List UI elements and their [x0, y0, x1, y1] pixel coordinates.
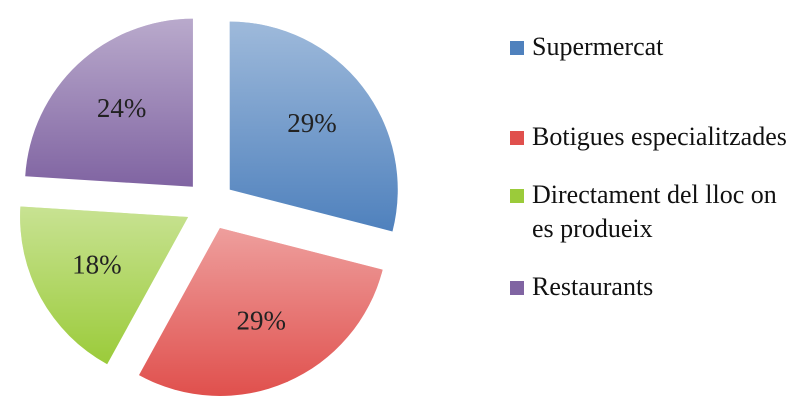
legend-label: Supermercat — [532, 32, 664, 61]
slice-shine — [20, 206, 189, 365]
legend-swatch — [510, 41, 524, 55]
legend-label: Directament del lloc on es produeix — [532, 180, 777, 243]
legend-label: Restaurants — [532, 272, 654, 301]
legend: Supermercat Botigues especialitzades Direc… — [510, 30, 790, 304]
legend-entry: Restaurants — [510, 270, 790, 304]
legend-swatch — [510, 189, 524, 203]
legend-label: Botigues especialitzades — [532, 122, 787, 151]
legend-entry: Botigues especialitzades — [510, 120, 790, 154]
legend-swatch — [510, 131, 524, 145]
legend-entry: Supermercat — [510, 30, 790, 64]
slice-shine — [229, 21, 398, 232]
data-label: 29% — [287, 108, 337, 138]
data-label: 24% — [97, 93, 147, 123]
legend-entry: Directament del lloc on es produeix — [510, 178, 790, 246]
slice-shine — [25, 18, 193, 187]
legend-swatch — [510, 281, 524, 295]
data-label: 18% — [72, 249, 122, 279]
data-label: 29% — [237, 306, 287, 336]
slice-shine — [138, 227, 383, 396]
